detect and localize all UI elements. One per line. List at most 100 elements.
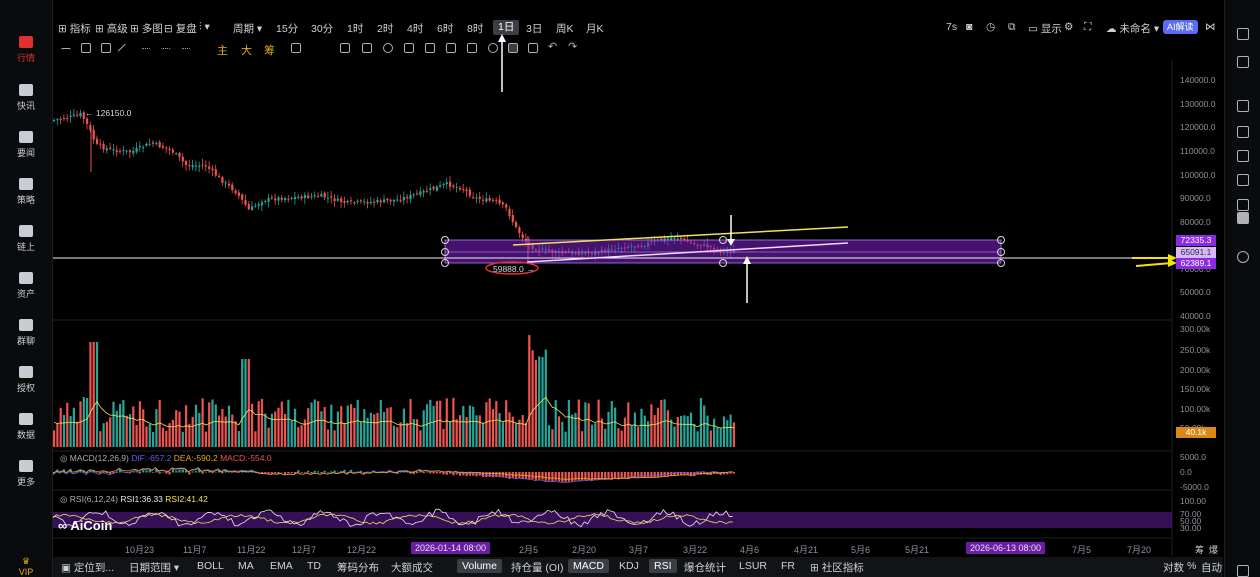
edit-icon[interactable]: [1237, 150, 1249, 162]
indicator-ma[interactable]: MA: [238, 560, 254, 572]
interval-8h[interactable]: 8时: [467, 23, 484, 35]
eye-icon[interactable]: ◎: [60, 453, 68, 463]
indicator-liquidation[interactable]: 爆仓统计: [684, 562, 726, 574]
sidebar-item-assets[interactable]: 资产: [0, 272, 52, 312]
volume-bar: [69, 416, 72, 447]
percent-scale-toggle[interactable]: %: [1187, 560, 1197, 572]
document-icon[interactable]: [1237, 28, 1249, 40]
interval-week[interactable]: 周K: [556, 23, 574, 35]
zoom-icon[interactable]: [383, 43, 393, 53]
camera-icon[interactable]: ◙: [966, 21, 973, 33]
indicator-boll[interactable]: BOLL: [197, 560, 224, 572]
volume-bar: [656, 407, 660, 447]
undo-icon[interactable]: ↶: [548, 41, 558, 53]
settings-icon[interactable]: [488, 43, 498, 53]
sidebar-item-chat[interactable]: 群聊: [0, 319, 52, 359]
period-dropdown[interactable]: 周期 ▾: [233, 23, 263, 35]
macd-bar: [313, 470, 316, 473]
liquidation-toggle[interactable]: 爆: [1209, 545, 1219, 555]
indicator-chip-dist[interactable]: 筹码分布: [337, 562, 379, 574]
redo-icon[interactable]: ↷: [568, 41, 578, 53]
dash2-tool-icon[interactable]: [181, 48, 191, 58]
user-dropdown[interactable]: ☁ 未命名 ▾: [1106, 23, 1160, 35]
fullscreen-icon[interactable]: ⛶: [1084, 21, 1092, 33]
date-range-dropdown[interactable]: 日期范围 ▾: [129, 562, 180, 574]
pencil-icon[interactable]: [362, 43, 372, 53]
indicator-ema[interactable]: EMA: [270, 560, 293, 572]
eye-icon[interactable]: ◎: [60, 494, 68, 504]
left-sidebar: 行情 快讯 要闻 策略 链上 资产 群聊 授权 数据 更多 ♛ VIP: [0, 0, 53, 577]
list-icon[interactable]: [1237, 56, 1249, 68]
interval-30m[interactable]: 30分: [311, 23, 334, 35]
indicators-button[interactable]: ⊞ 指标: [58, 23, 91, 35]
interval-1h[interactable]: 1时: [347, 23, 364, 35]
chart-type-button[interactable]: ⫶ ▾: [199, 21, 210, 33]
lock-icon[interactable]: [446, 43, 456, 53]
big-order-button[interactable]: 大: [241, 45, 252, 57]
channel-tool-icon[interactable]: [101, 43, 111, 53]
interval-4h[interactable]: 4时: [407, 23, 424, 35]
line-tool-icon[interactable]: [61, 48, 71, 58]
brush-icon[interactable]: [404, 43, 414, 53]
sidebar-item-more[interactable]: 更多: [0, 460, 52, 500]
indicator-td[interactable]: TD: [307, 560, 321, 572]
window-icon[interactable]: [1237, 174, 1249, 186]
sidebar-item-news[interactable]: 要闻: [0, 131, 52, 171]
indicator-oi[interactable]: 持仓量 (OI): [511, 562, 564, 574]
layout-icon[interactable]: [1237, 100, 1249, 112]
log-scale-toggle[interactable]: 对数: [1163, 562, 1184, 574]
indicator-rsi[interactable]: RSI: [649, 559, 677, 573]
volume-bar: [524, 422, 528, 447]
robot-face-icon[interactable]: [1237, 212, 1249, 224]
main-chip-button[interactable]: 主: [217, 45, 228, 57]
interval-month[interactable]: 月K: [586, 23, 604, 35]
filter-icon[interactable]: [508, 43, 518, 53]
macd-bar: [406, 471, 409, 473]
community-indicators[interactable]: ⊞ 社区指标: [810, 562, 864, 574]
at-sign-icon[interactable]: [1237, 251, 1249, 263]
clock-icon[interactable]: ◷: [986, 21, 996, 33]
text-tool-icon[interactable]: [340, 43, 350, 53]
gear-icon[interactable]: ⚙: [1064, 21, 1074, 33]
indicator-volume[interactable]: Volume: [457, 559, 503, 573]
sidebar-item-flash[interactable]: 快讯: [0, 84, 52, 124]
share-icon[interactable]: ⋈: [1205, 21, 1216, 33]
indicator-lsur[interactable]: LSUR: [739, 560, 768, 572]
chip-button[interactable]: 筹: [264, 45, 275, 57]
clock-icon[interactable]: [1237, 126, 1249, 138]
volume-bar: [307, 408, 310, 447]
replay-button[interactable]: ⊟ 复盘: [164, 23, 197, 35]
sidebar-item-auth[interactable]: 授权: [0, 366, 52, 406]
hline-tool-icon[interactable]: [81, 43, 91, 53]
sidebar-item-market[interactable]: 行情: [0, 36, 52, 76]
display-button[interactable]: ▭ 显示: [1028, 23, 1062, 35]
indicator-macd[interactable]: MACD: [568, 559, 609, 573]
copy-icon[interactable]: ⧉: [1008, 21, 1016, 33]
copy-icon[interactable]: [1237, 199, 1249, 211]
interval-15m[interactable]: 15分: [276, 23, 299, 35]
indicator-fr[interactable]: FR: [781, 560, 795, 572]
locate-button[interactable]: ▣ 定位到...: [61, 562, 115, 574]
eye-icon[interactable]: [467, 43, 477, 53]
magnet-icon[interactable]: [425, 43, 435, 53]
vip-badge[interactable]: ♛ VIP: [0, 556, 52, 577]
interval-1d[interactable]: 1日: [493, 20, 520, 35]
dots-tool-icon[interactable]: [141, 48, 151, 58]
sidebar-item-onchain[interactable]: 链上: [0, 225, 52, 265]
advanced-button[interactable]: ⊞ 高级: [95, 23, 128, 35]
interval-6h[interactable]: 6时: [437, 23, 454, 35]
indicator-kdj[interactable]: KDJ: [619, 560, 639, 572]
tuning-icon[interactable]: [291, 43, 301, 53]
interval-3d[interactable]: 3日: [526, 23, 543, 35]
ai-interpret-button[interactable]: AI解读: [1163, 20, 1198, 34]
dash-tool-icon[interactable]: [161, 48, 171, 58]
interval-2h[interactable]: 2时: [377, 23, 394, 35]
indicator-large-trades[interactable]: 大额成交: [391, 562, 433, 574]
trash-icon[interactable]: [528, 43, 538, 53]
multi-chart-button[interactable]: ⊞ 多图: [130, 23, 163, 35]
sidebar-item-strategy[interactable]: 策略: [0, 178, 52, 218]
chip-toggle[interactable]: 筹: [1195, 545, 1205, 555]
sidebar-item-data[interactable]: 数据: [0, 413, 52, 453]
auto-scale-toggle[interactable]: 自动: [1201, 562, 1222, 574]
